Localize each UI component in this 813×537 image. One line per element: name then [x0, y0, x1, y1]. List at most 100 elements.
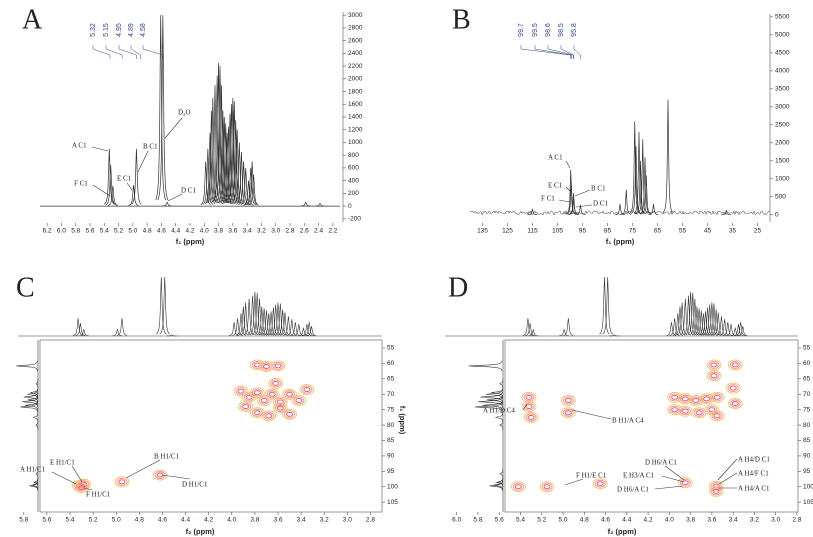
y-tick-label: 75: [803, 406, 811, 413]
contour-ring: [154, 471, 166, 479]
contour-ring: [564, 410, 572, 416]
contour-outer: [708, 485, 724, 497]
contour-outer: [523, 411, 539, 423]
cross-peak: [709, 410, 725, 422]
y-tick-label: 0: [775, 212, 779, 219]
y-tick-label: 80: [387, 422, 395, 429]
cross-peak: [677, 405, 693, 417]
contour-outer: [704, 404, 720, 416]
panel-label: B: [452, 4, 471, 35]
projection-peak: [293, 324, 304, 336]
contour-outer: [727, 398, 743, 409]
annotation: B H1/A C4: [612, 417, 644, 425]
y-tick-label: 0: [348, 203, 352, 210]
peak: [527, 208, 538, 216]
y-tick-label: 60: [803, 360, 811, 367]
projection-peak: [735, 322, 746, 336]
annotation-leader: [167, 193, 183, 202]
contour-ring: [679, 407, 691, 416]
x-tick-label: 5.6: [495, 517, 504, 524]
peak: [248, 174, 259, 206]
cross-peak: [592, 478, 608, 490]
projection-peak: [277, 309, 288, 336]
peak: [231, 129, 243, 204]
contour-ring: [527, 414, 535, 420]
projection-peak: [270, 304, 281, 336]
contour-outer: [74, 482, 90, 494]
x-tick-label: 4.0: [200, 228, 209, 235]
contour-ring: [543, 484, 551, 490]
peak: [107, 185, 118, 206]
annotation: A H4/D C1: [738, 456, 770, 464]
contour-outer: [667, 404, 683, 416]
peak-label: 5.32: [90, 23, 97, 37]
projection-peak: [676, 302, 688, 336]
peak-label-connector: [105, 45, 123, 59]
annotation-leader: [92, 184, 111, 197]
annotation-leader: [661, 475, 685, 483]
cross-peak: [282, 408, 298, 420]
annotation: F H1/E C1: [576, 472, 607, 480]
contour-ring: [703, 396, 711, 402]
contour-ring: [284, 390, 296, 399]
y-tick-label: 75: [387, 406, 395, 413]
annotation: F C1: [74, 180, 88, 188]
cross-peak: [299, 384, 315, 396]
contour-ring: [596, 481, 604, 487]
y-tick-label: 5000: [775, 32, 790, 39]
contour-outer: [268, 378, 284, 389]
contour-outer: [256, 394, 272, 406]
x-tick-label: 105: [552, 228, 563, 235]
contour-ring: [242, 404, 250, 410]
y-tick-label: 600: [348, 165, 359, 172]
y-tick-label: 2000: [348, 76, 363, 83]
annotation: E C1: [548, 182, 563, 190]
projection-peak: [23, 391, 38, 403]
peak: [131, 148, 142, 205]
projection-peak: [243, 298, 255, 336]
peak: [162, 201, 173, 207]
contour-ring: [286, 391, 294, 397]
projection-peak: [256, 306, 267, 336]
contour-ring: [512, 482, 524, 491]
projection-peak: [711, 309, 722, 336]
x-tick-label: 4.2: [204, 517, 213, 524]
contour-outer: [249, 407, 265, 419]
y-tick-label: 400: [348, 177, 359, 184]
cross-peak: [268, 378, 284, 389]
projection-peak: [283, 316, 294, 336]
peak: [635, 160, 646, 215]
y-tick-label: 1600: [348, 101, 363, 108]
peak-label: 4.58: [140, 23, 147, 37]
projection-peak: [279, 312, 291, 336]
x-tick-label: 4.8: [580, 517, 589, 524]
projection-peak: [35, 378, 39, 389]
annotation-leader: [51, 471, 77, 485]
x-axis-label: f₁ (ppm): [606, 237, 635, 246]
contour-ring: [562, 408, 574, 417]
contour-outer: [282, 388, 298, 400]
x-tick-label: 35: [729, 228, 737, 235]
contour-outer: [677, 393, 693, 405]
annotation-leader: [574, 189, 591, 197]
peak-label: 95.8: [571, 23, 578, 37]
x-tick-label: 2.8: [792, 517, 801, 524]
cross-peak: [709, 391, 725, 403]
peak: [200, 161, 211, 205]
y-tick-label: 85: [803, 437, 811, 444]
contour-ring: [272, 381, 280, 386]
contour-ring: [258, 396, 270, 405]
contour-ring: [681, 480, 689, 486]
projection-peak: [30, 480, 39, 491]
cross-peak: [233, 385, 249, 397]
y-tick-label: 200: [348, 190, 359, 197]
x-tick-label: 5.6: [85, 228, 94, 235]
peak-label-connector: [130, 45, 141, 59]
cross-peak: [249, 407, 265, 419]
projection-peak: [737, 326, 748, 336]
projection-peak: [301, 324, 312, 336]
peak: [240, 167, 251, 206]
contour-ring: [692, 397, 700, 403]
contour-ring: [265, 413, 273, 419]
cross-peak: [270, 360, 286, 372]
